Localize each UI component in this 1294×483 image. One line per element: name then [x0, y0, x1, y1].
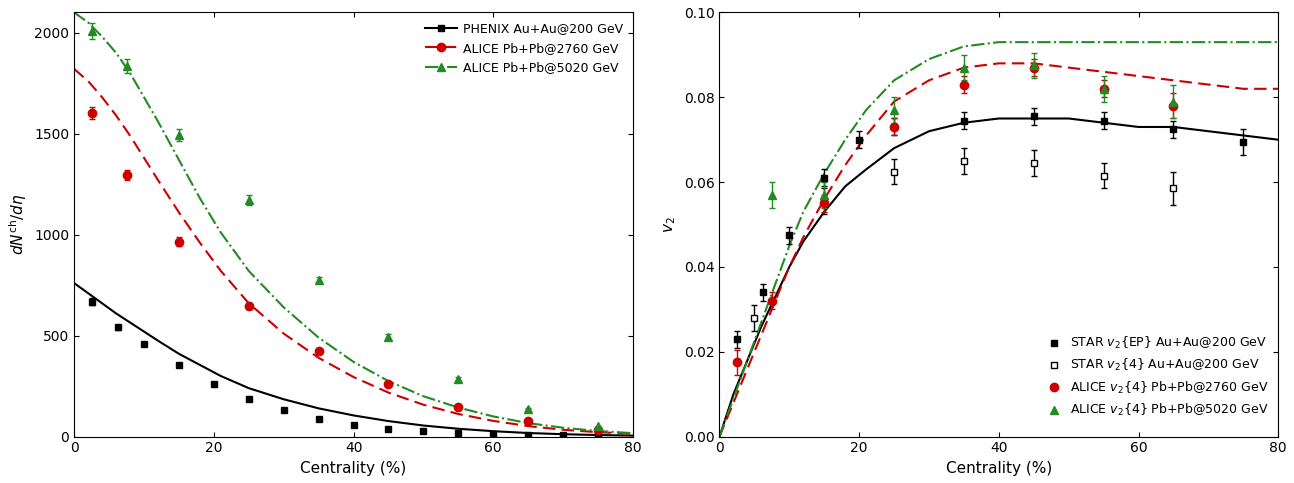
X-axis label: Centrality (%): Centrality (%): [946, 461, 1052, 476]
X-axis label: Centrality (%): Centrality (%): [300, 461, 406, 476]
Legend: PHENIX Au+Au@200 GeV, ALICE Pb+Pb@2760 GeV, ALICE Pb+Pb@5020 GeV: PHENIX Au+Au@200 GeV, ALICE Pb+Pb@2760 G…: [422, 19, 626, 78]
Legend: STAR $v_2\{$EP$\}$ Au+Au@200 GeV, STAR $v_2\{4\}$ Au+Au@200 GeV, ALICE $v_2\{4\}: STAR $v_2\{$EP$\}$ Au+Au@200 GeV, STAR $…: [1040, 331, 1272, 422]
Y-axis label: $dN^{\rm ch}/d\eta$: $dN^{\rm ch}/d\eta$: [6, 194, 28, 255]
Y-axis label: $v_2$: $v_2$: [663, 216, 678, 233]
